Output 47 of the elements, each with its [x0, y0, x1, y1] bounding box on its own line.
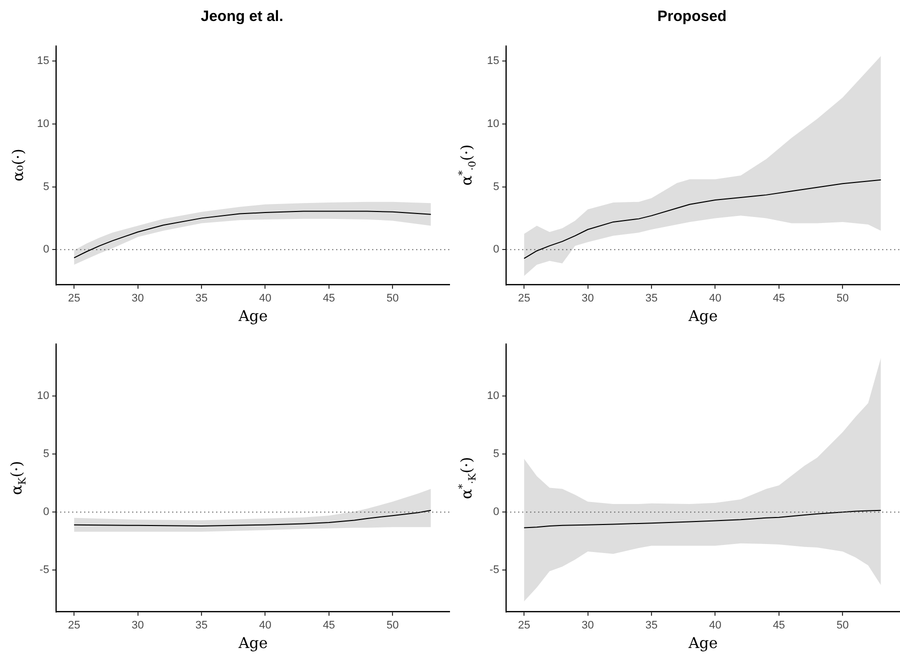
- y-tick-label: -5: [39, 564, 50, 576]
- y-tick-label: 0: [493, 244, 500, 256]
- y-tick-label: 0: [43, 506, 50, 518]
- y-tick-label: 15: [36, 55, 50, 68]
- x-tick-label: 25: [68, 292, 80, 304]
- x-tick-label: 30: [132, 292, 144, 304]
- y-tick-label: 0: [43, 244, 50, 256]
- y-tick-label: -5: [489, 564, 500, 576]
- x-tick-label: 45: [322, 619, 336, 632]
- x-tick-label: 25: [68, 619, 80, 632]
- x-tick-label: 30: [582, 292, 594, 304]
- y-tick-label: 5: [43, 180, 50, 193]
- x-tick-label: 50: [836, 619, 849, 632]
- x-tick-label: 40: [709, 619, 722, 632]
- y-tick-label: 15: [486, 55, 500, 68]
- x-tick-label: 50: [836, 292, 849, 304]
- x-tick-label: 45: [772, 292, 786, 304]
- x-axis-title: Age: [687, 306, 718, 325]
- x-tick-label: 50: [386, 292, 399, 304]
- x-tick-label: 30: [582, 619, 594, 632]
- chart-title: Jeong et al.: [200, 8, 284, 26]
- y-tick-label: 5: [43, 448, 50, 460]
- x-axis-title: Age: [687, 634, 718, 652]
- x-axis-title: Age: [237, 306, 268, 325]
- x-tick-label: 30: [132, 619, 144, 632]
- x-tick-label: 35: [645, 619, 658, 632]
- x-tick-label: 35: [645, 292, 658, 304]
- x-tick-label: 45: [772, 619, 786, 632]
- y-tick-label: 5: [493, 448, 500, 460]
- x-tick-label: 25: [518, 292, 530, 304]
- x-tick-label: 40: [259, 292, 272, 304]
- y-axis-title: α₀(·): [9, 149, 27, 182]
- y-tick-label: 10: [486, 390, 500, 402]
- x-tick-label: 25: [518, 619, 530, 632]
- y-tick-label: 10: [36, 118, 50, 130]
- y-tick-label: 0: [493, 506, 500, 518]
- x-tick-label: 40: [709, 292, 722, 304]
- x-tick-label: 45: [322, 292, 336, 304]
- x-tick-label: 40: [259, 619, 272, 632]
- y-tick-label: 10: [486, 118, 500, 130]
- x-tick-label: 50: [386, 619, 399, 632]
- x-tick-label: 35: [195, 292, 208, 304]
- y-tick-label: 5: [493, 180, 500, 193]
- y-tick-label: 10: [36, 390, 50, 402]
- x-tick-label: 35: [195, 619, 208, 632]
- chart-title: Proposed: [657, 8, 727, 26]
- x-axis-title: Age: [237, 634, 268, 652]
